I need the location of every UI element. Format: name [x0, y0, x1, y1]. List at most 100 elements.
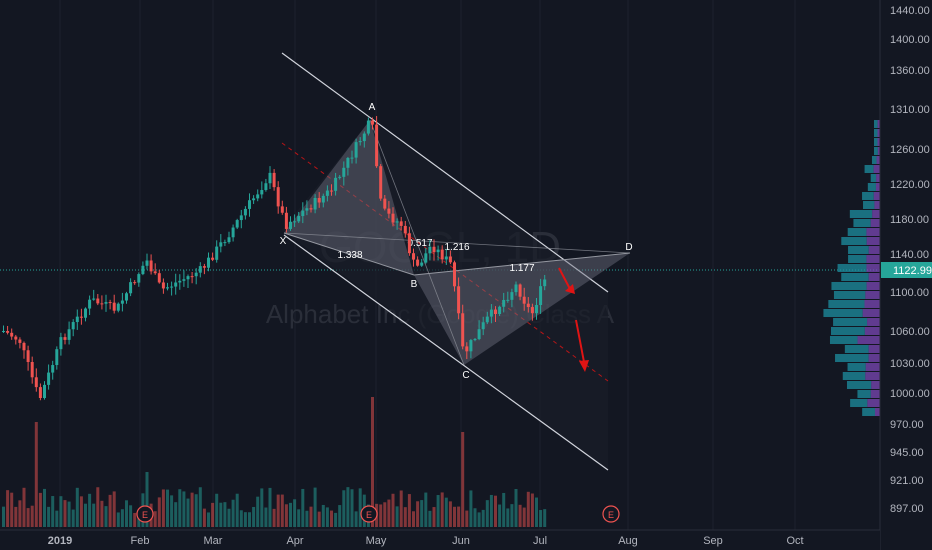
candle-body	[112, 302, 116, 311]
price-tick-1400: 1400.00	[890, 34, 930, 46]
candle-body	[71, 322, 75, 330]
price-tick-945: 945.00	[890, 447, 924, 459]
candle-body	[465, 346, 469, 352]
volume-bar	[264, 507, 268, 527]
candle-body	[75, 316, 79, 323]
volume-bar	[457, 506, 461, 527]
volume-bar	[309, 506, 313, 527]
volume-bar	[145, 472, 149, 527]
volume-bar	[202, 508, 206, 527]
candle-body	[260, 190, 264, 195]
volume-bar	[379, 504, 383, 527]
volume-profile-bar-up	[833, 291, 866, 299]
volume-bar	[10, 492, 14, 527]
volume-profile-bar-up	[846, 381, 872, 389]
candle-body	[248, 200, 251, 209]
candle-body	[457, 286, 461, 314]
volume-bar	[403, 507, 407, 527]
volume-profile-bar-up	[874, 120, 878, 128]
volume-bar	[313, 487, 317, 527]
earnings-markers[interactable]: E E E	[136, 505, 620, 523]
volume-bar	[239, 510, 243, 527]
volume-bar	[440, 492, 444, 527]
pattern-leg-bd	[413, 252, 631, 276]
price-axis[interactable]: 1440.00 1400.00 1360.00 1310.00 1260.00 …	[879, 0, 932, 550]
candle-body	[166, 287, 169, 289]
volume-profile-bar-down	[877, 138, 880, 146]
candle-body	[321, 195, 325, 203]
volume-profile-bar-down	[864, 300, 880, 308]
candle-body	[305, 208, 309, 211]
volume-bar	[30, 505, 34, 527]
earnings-marker-1	[136, 505, 154, 523]
volume-profile-bar-up	[844, 345, 869, 353]
volume-bar	[420, 500, 424, 527]
candle-body	[420, 262, 424, 266]
point-d-label: D	[625, 242, 632, 253]
time-tick-sep: Sep	[703, 535, 723, 547]
volume-profile-bar-down	[865, 372, 880, 380]
volume-profile-bar-up	[847, 228, 867, 236]
candle-body	[371, 120, 374, 125]
volume-bar	[55, 510, 59, 527]
volume-bar	[424, 492, 428, 527]
volume-bar	[166, 489, 169, 527]
volume-profile-bar-up	[835, 354, 869, 362]
candle-body	[395, 221, 399, 223]
candle-body	[211, 257, 215, 260]
volume-profile-bar-down	[871, 381, 880, 389]
volume-bar	[428, 510, 432, 527]
candle-body	[207, 257, 210, 268]
volume-bar	[59, 496, 63, 527]
volume-bar	[514, 489, 518, 527]
channel-upper-line	[281, 52, 609, 293]
volume-bar	[338, 505, 342, 527]
volume-profile-bar-down	[877, 129, 880, 137]
volume-profile-bar-down	[868, 354, 880, 362]
volume-bar	[530, 493, 534, 527]
candle-body	[317, 197, 321, 203]
candle-body	[362, 133, 366, 142]
volume-bar	[231, 499, 235, 527]
volume-bar	[6, 490, 10, 527]
candle-body	[133, 282, 137, 284]
volume-profile-bar-up	[874, 138, 878, 146]
volume-bar	[79, 496, 83, 527]
candle-body	[407, 233, 411, 254]
volume-bar	[354, 511, 358, 527]
channel-shade	[282, 120, 608, 470]
volume-bar	[391, 493, 395, 527]
volume-profile-bar-up	[841, 273, 869, 281]
candle-body	[477, 329, 481, 340]
volume-bar	[26, 508, 30, 527]
volume-bar	[96, 487, 100, 527]
candle-body	[161, 282, 165, 289]
time-axis[interactable]: 2019 Feb Mar Apr May Jun Jul Aug Sep Oct	[0, 529, 880, 550]
volume-bar	[498, 504, 502, 527]
candle-body	[375, 124, 379, 167]
candle-body	[346, 157, 350, 168]
volume-profile-bar-down	[876, 174, 880, 182]
candle-body	[518, 284, 522, 297]
volume-bar	[371, 397, 374, 527]
volume-bar	[120, 509, 124, 527]
candle-body	[96, 298, 100, 304]
volume-bar	[84, 503, 87, 527]
candle-body	[444, 256, 448, 260]
candle-body	[79, 316, 83, 318]
candle-body	[399, 221, 403, 226]
volume-profile-bar-down	[876, 156, 880, 164]
volume-bar	[526, 491, 530, 527]
volume-bar	[178, 489, 182, 527]
arrow-long-head	[579, 360, 589, 372]
candle-body	[268, 172, 272, 184]
volume-profile-bar-up	[842, 372, 866, 380]
volume-profile-bar-down	[868, 246, 880, 254]
candle-body	[289, 221, 292, 229]
volume-bar	[116, 512, 120, 527]
candle-body	[223, 242, 227, 244]
candle-body	[485, 316, 489, 323]
candle-body	[153, 271, 157, 274]
volume-bar	[2, 506, 5, 527]
